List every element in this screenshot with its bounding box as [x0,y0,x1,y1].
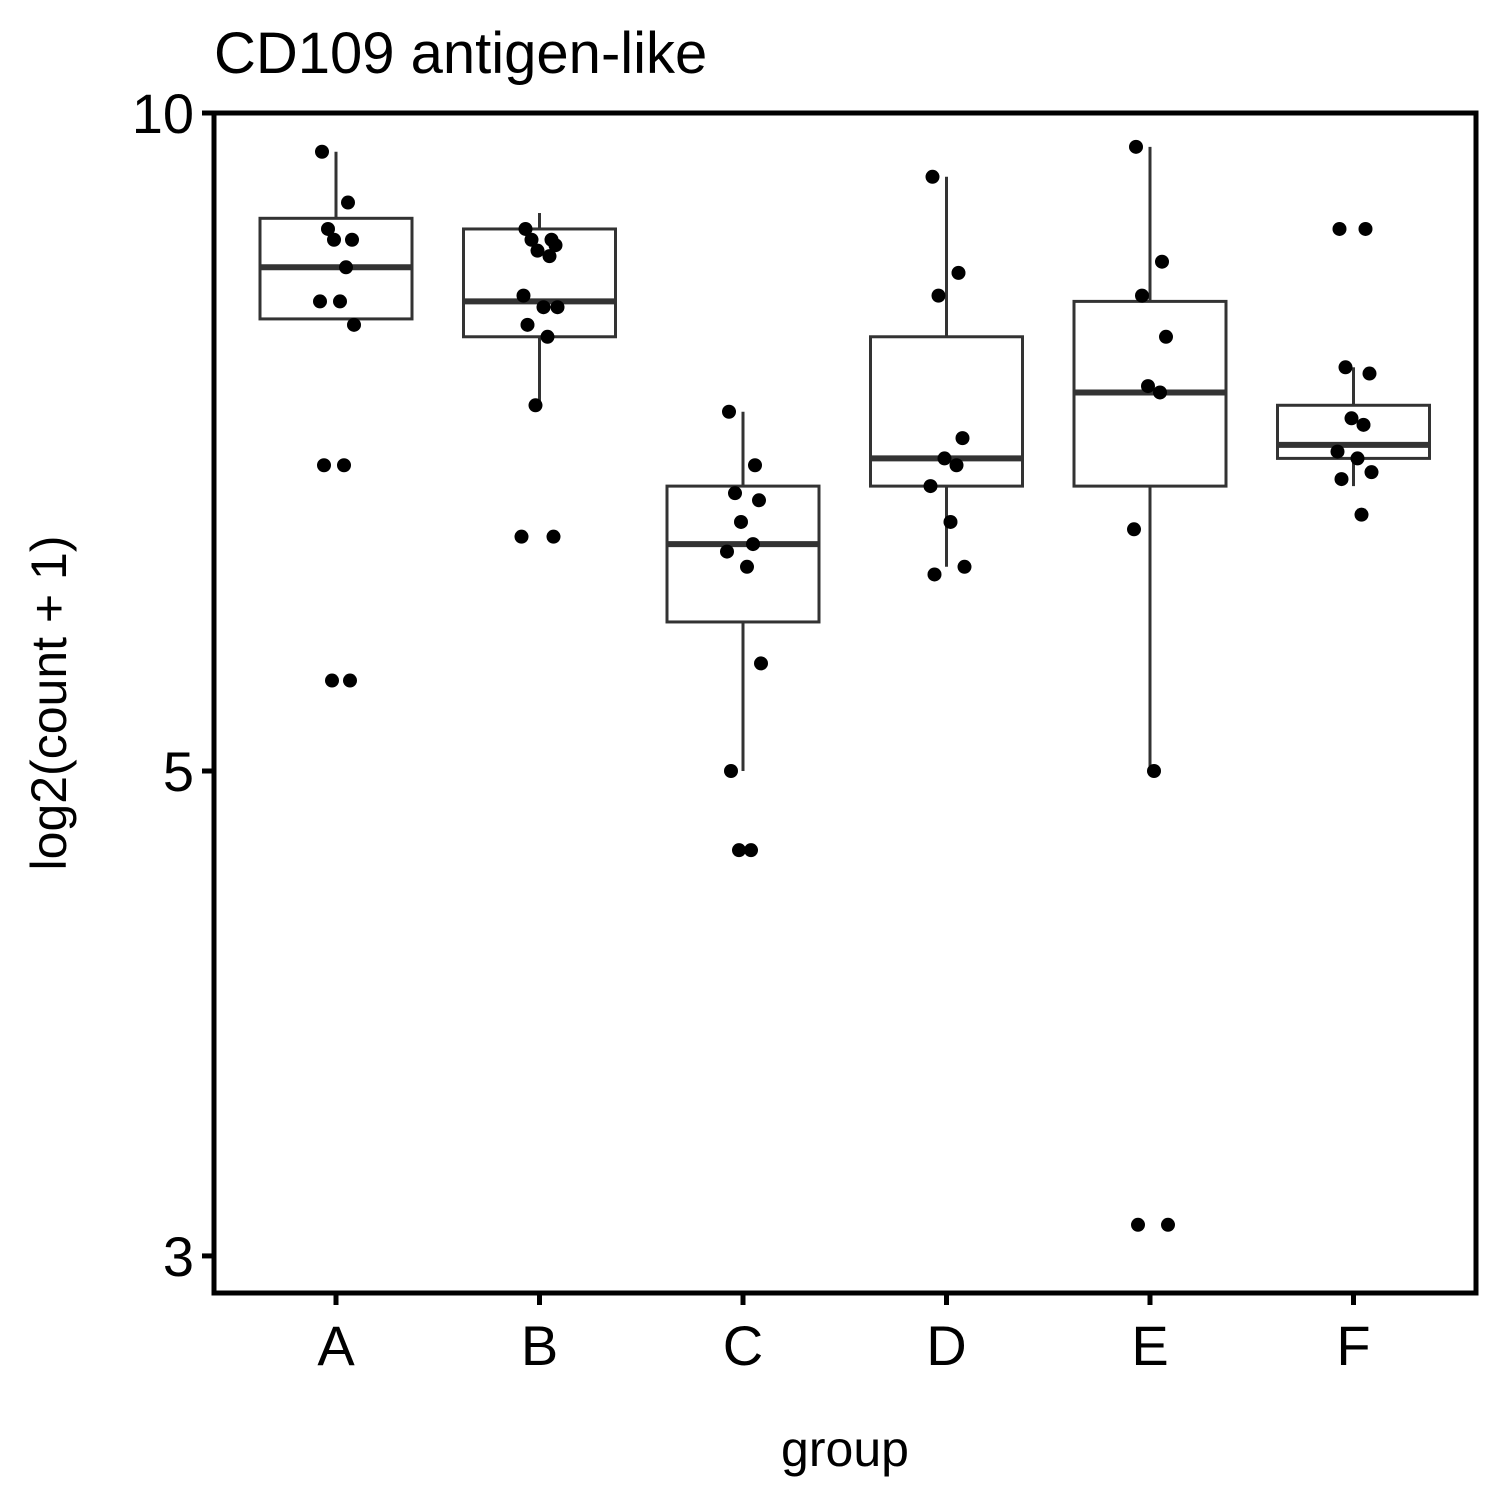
data-point-C [752,493,766,508]
y-tick-label: 10 [132,82,194,145]
data-point-E [1153,385,1167,400]
data-point-B [546,529,561,544]
data-point-F [1338,360,1353,375]
data-point-A [333,294,347,309]
data-point-A [325,673,339,688]
data-point-B [550,300,565,315]
data-point-F [1330,444,1345,459]
data-point-F [1332,221,1347,236]
data-point-F [1356,417,1371,432]
data-point-F [1358,221,1373,236]
data-point-D [925,169,940,184]
data-point-B [530,243,545,258]
plot-panel-border [211,110,1479,1296]
data-point-A [315,144,329,159]
data-point-A [321,221,335,236]
data-point-C [748,458,762,473]
data-point-A [339,260,353,275]
data-point-F [1350,451,1365,466]
x-tick-label: E [1131,1314,1168,1377]
data-point-E [1155,254,1169,269]
data-point-B [524,232,539,247]
y-axis-label: log2(count + 1) [21,536,77,871]
data-point-A [337,458,351,473]
data-point-A [343,673,357,688]
data-point-C [722,404,736,419]
data-point-D [937,451,952,466]
data-point-F [1362,366,1377,381]
data-point-C [740,559,754,574]
data-point-B [528,398,543,413]
data-point-E [1159,329,1173,344]
data-point-A [341,195,355,210]
data-point-D [923,479,938,494]
data-point-A [327,232,341,247]
data-point-C [724,764,738,778]
chart-title: CD109 antigen-like [214,21,707,86]
data-point-B [518,221,533,236]
data-point-E [1129,139,1143,154]
data-point-C [746,537,760,552]
data-point-E [1131,1217,1145,1232]
x-tick-label: C [723,1314,763,1377]
data-point-B [540,329,555,344]
x-tick-label: F [1336,1314,1370,1377]
data-point-C [734,514,748,529]
x-axis-label: group [781,1421,909,1477]
data-point-B [520,317,535,332]
data-point-D [957,559,972,574]
data-point-B [548,238,563,253]
data-point-A [313,294,327,309]
y-tick-label: 5 [163,740,194,803]
data-point-C [732,843,746,858]
x-tick-label: A [317,1314,355,1377]
plot-area: 3 5 10 A B C D E F [132,82,1479,1377]
data-point-E [1161,1217,1175,1232]
data-point-D [951,265,966,280]
box-C [665,484,821,624]
data-point-C [728,486,742,501]
data-point-C [744,843,758,858]
data-point-B [542,249,557,264]
y-tick-label: 3 [163,1225,194,1288]
data-point-B [516,288,531,303]
data-point-D [949,458,964,473]
data-point-D [955,431,970,446]
data-point-C [720,544,734,559]
data-point-B [536,300,551,315]
data-point-E [1135,288,1149,303]
data-point-D [943,514,958,529]
data-point-D [931,288,946,303]
x-tick-label: D [926,1314,966,1377]
data-point-A [347,317,361,332]
x-tick-label: B [521,1314,558,1377]
data-point-A [345,232,359,247]
data-point-E [1141,379,1155,394]
data-point-F [1334,472,1349,487]
data-point-F [1354,507,1369,522]
data-point-F [1364,465,1379,480]
data-point-E [1147,764,1161,778]
data-point-C [754,656,768,671]
data-point-A [317,458,331,473]
data-point-E [1127,522,1141,537]
data-point-D [927,567,942,582]
data-point-F [1344,411,1359,426]
data-point-B [514,529,529,544]
